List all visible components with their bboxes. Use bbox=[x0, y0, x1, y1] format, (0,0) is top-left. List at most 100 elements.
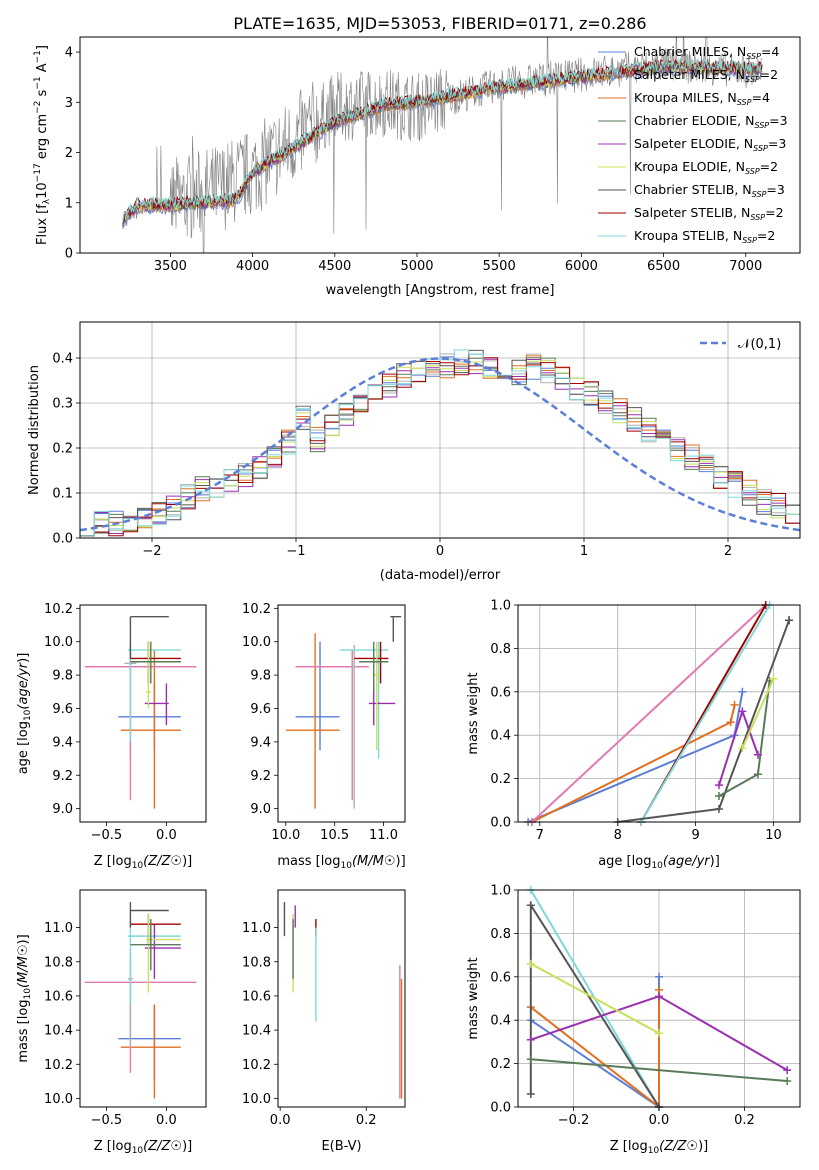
weight-marker bbox=[753, 770, 762, 779]
x-tick-label: 5500 bbox=[483, 259, 516, 274]
y-tick-label: 0 bbox=[65, 247, 73, 262]
histogram-xlabel: (data-model)/error bbox=[380, 568, 501, 583]
x-tick-label: 0 bbox=[436, 544, 444, 559]
x-tick-label: 5000 bbox=[400, 259, 433, 274]
x-tick-label: 6000 bbox=[565, 259, 598, 274]
weight-marker bbox=[526, 901, 535, 910]
weight-marker bbox=[783, 1066, 792, 1075]
y-tick-label: 11.0 bbox=[242, 921, 271, 936]
x-tick-label: 0.0 bbox=[156, 828, 177, 843]
mass-vs-Z-axes: −0.5 0.0 10.0 10.2 10.4 10.6 10.8 11.0 bbox=[44, 921, 177, 1128]
x-tick-label: −0.2 bbox=[558, 1113, 590, 1128]
weight-marker bbox=[753, 750, 762, 759]
y-tick-label: 2 bbox=[65, 146, 73, 161]
x-tick-label: −0.5 bbox=[91, 828, 123, 843]
x-tick-label: 0.2 bbox=[734, 1113, 755, 1128]
weight-marker bbox=[526, 1055, 535, 1064]
weight-line bbox=[530, 1058, 788, 1082]
y-tick-label: 0.4 bbox=[490, 1014, 511, 1029]
x-tick-label: −1 bbox=[286, 544, 305, 559]
y-tick-label: 9.4 bbox=[52, 735, 73, 750]
y-tick-label: 9.6 bbox=[250, 702, 271, 717]
y-tick-label: 0.4 bbox=[490, 729, 511, 744]
y-tick-label: 0.1 bbox=[52, 487, 73, 502]
y-tick-label: 9.6 bbox=[52, 702, 73, 717]
weight-line bbox=[741, 678, 775, 749]
x-tick-label: 10.5 bbox=[320, 828, 349, 843]
y-tick-label: 10.0 bbox=[44, 635, 73, 650]
weight-marker bbox=[738, 707, 747, 716]
y-tick-label: 10.0 bbox=[242, 1092, 271, 1107]
x-tick-label: 6500 bbox=[647, 259, 680, 274]
y-tick-label: 1 bbox=[65, 196, 73, 211]
histogram-series bbox=[80, 349, 800, 537]
y-tick-label: 3 bbox=[65, 96, 73, 111]
y-tick-label: 0.2 bbox=[490, 772, 511, 787]
massweight-vs-age-xlabel: age [log10(age/yr)] bbox=[598, 854, 720, 871]
legend-entry: Chabrier MILES, NSSP=4 bbox=[634, 44, 779, 61]
y-tick-label: 9.0 bbox=[250, 802, 271, 817]
weight-line bbox=[531, 704, 736, 822]
legend-entry: Chabrier STELIB, NSSP=3 bbox=[634, 182, 785, 199]
mass-vs-Z-frame bbox=[79, 889, 207, 1108]
y-tick-label: 1.0 bbox=[490, 599, 511, 614]
weight-line bbox=[531, 605, 767, 822]
x-tick-label: 10.0 bbox=[271, 828, 300, 843]
x-tick-label: 7000 bbox=[729, 259, 762, 274]
y-tick-label: 9.8 bbox=[52, 669, 73, 684]
mass-vs-EBV-xlabel: E(B-V) bbox=[321, 1139, 361, 1154]
weight-marker bbox=[730, 700, 739, 709]
massweight-vs-Z-axes: −0.2 0.0 0.2 0.0 0.2 0.4 0.6 0.8 1.0 bbox=[490, 884, 800, 1128]
histogram-series bbox=[80, 358, 800, 537]
x-tick-label: 1 bbox=[580, 544, 588, 559]
mass-vs-EBV-axes: 0.0 0.2 10.0 10.2 10.4 10.6 10.8 11.0 bbox=[242, 921, 377, 1128]
weight-line bbox=[530, 976, 660, 1107]
spectrum-ylabel: Flux [fλ10−17 erg cm−2 s−1 A−1] bbox=[33, 45, 52, 245]
y-tick-label: 10.2 bbox=[44, 1058, 73, 1073]
normal-legend-label: 𝒩(0,1) bbox=[738, 337, 781, 352]
legend-entry: Salpeter MILES, NSSP=2 bbox=[634, 67, 778, 84]
y-tick-label: 10.8 bbox=[242, 955, 271, 970]
spectrum-title: PLATE=1635, MJD=53053, FIBERID=0171, z=0… bbox=[233, 14, 646, 33]
age-vs-mass-frame bbox=[277, 604, 406, 823]
age-vs-mass-xlabel: mass [log10(M/M☉)] bbox=[277, 854, 405, 871]
weight-line bbox=[527, 691, 744, 822]
y-tick-label: 10.4 bbox=[44, 1024, 73, 1039]
x-tick-label: 8 bbox=[614, 828, 622, 843]
y-tick-label: 9.2 bbox=[52, 769, 73, 784]
spectrum-axes: 3500 4000 4500 5000 5500 6000 6500 7000 0 1 2 3 4 bbox=[65, 46, 763, 274]
y-tick-label: 9.2 bbox=[250, 769, 271, 784]
legend-entry: Chabrier ELODIE, NSSP=3 bbox=[634, 113, 788, 130]
x-tick-label: 0.0 bbox=[649, 1113, 670, 1128]
normal-curve bbox=[80, 357, 800, 532]
massweight-vs-age-axes: 7 8 9 10 0.0 0.2 0.4 0.6 0.8 1.0 bbox=[490, 599, 800, 843]
age-vs-Z-xlabel: Z [log10(Z/Z☉)] bbox=[94, 854, 192, 871]
y-tick-label: 10.2 bbox=[242, 602, 271, 617]
x-tick-label: 7 bbox=[536, 828, 544, 843]
x-tick-label: 4500 bbox=[318, 259, 351, 274]
histogram-series bbox=[80, 349, 800, 537]
weight-line bbox=[640, 605, 771, 822]
y-tick-label: 0.0 bbox=[52, 532, 73, 547]
x-tick-label: 0.2 bbox=[356, 1113, 377, 1128]
y-tick-label: 10.8 bbox=[44, 955, 73, 970]
weight-marker bbox=[526, 1035, 535, 1044]
hist-frame bbox=[79, 321, 801, 539]
y-tick-label: 10.0 bbox=[44, 1092, 73, 1107]
weight-line bbox=[617, 619, 791, 822]
age-vs-Z-axes: −0.5 0.0 9.0 9.2 9.4 9.6 9.8 10.0 10.2 bbox=[44, 602, 177, 843]
x-tick-label: 3500 bbox=[154, 259, 187, 274]
x-tick-label: −2 bbox=[142, 544, 161, 559]
y-tick-label: 0.6 bbox=[490, 685, 511, 700]
mass-vs-Z-ylabel: mass [log10(M/M☉)] bbox=[16, 934, 33, 1062]
y-tick-label: 4 bbox=[65, 46, 73, 61]
y-tick-label: 9.0 bbox=[52, 802, 73, 817]
y-tick-label: 1.0 bbox=[490, 884, 511, 899]
y-tick-label: 0.8 bbox=[490, 927, 511, 942]
age-vs-Z-ylabel: age [log10(age/yr)] bbox=[16, 653, 33, 775]
y-tick-label: 0.3 bbox=[52, 397, 73, 412]
x-tick-label: 4000 bbox=[236, 259, 269, 274]
weight-marker bbox=[714, 781, 723, 790]
x-tick-label: 11.0 bbox=[369, 828, 398, 843]
y-tick-label: 11.0 bbox=[44, 921, 73, 936]
